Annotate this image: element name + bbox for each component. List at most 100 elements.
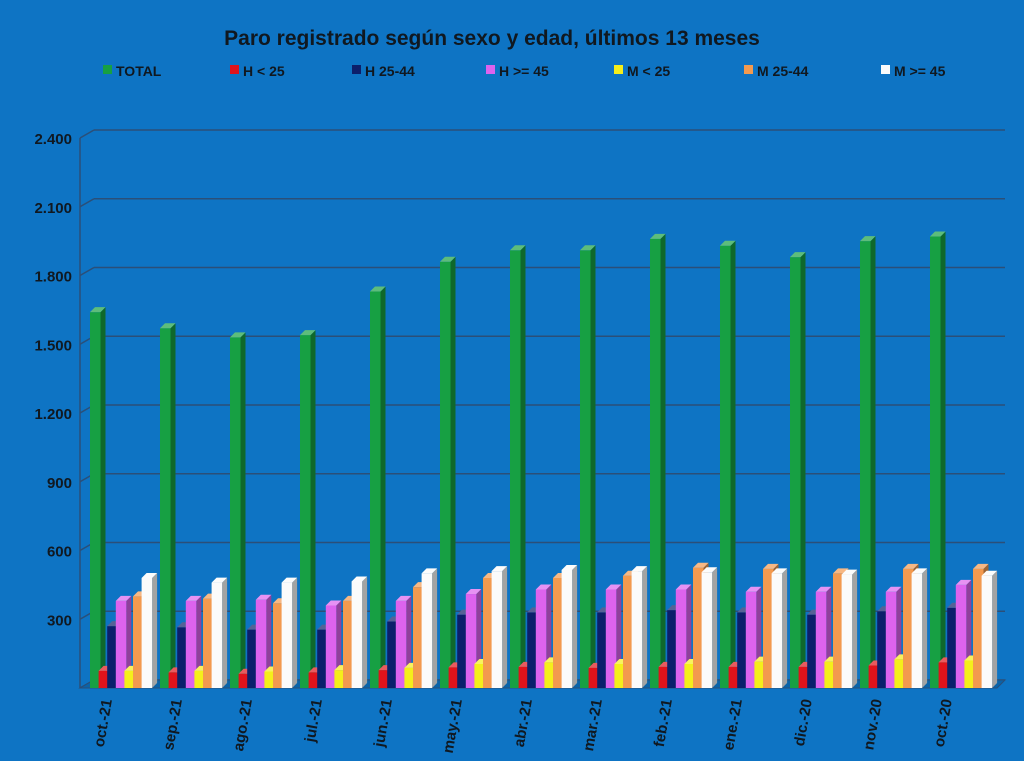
bar-front: [903, 568, 914, 688]
bar-top: [465, 589, 482, 595]
bar: [351, 576, 368, 688]
bar-front: [98, 670, 110, 688]
bar-front: [491, 571, 503, 688]
x-tick-label: oct.-21: [91, 698, 116, 749]
bar-front: [465, 594, 477, 688]
y-tick-label: 2.100: [34, 200, 72, 217]
bar-front: [107, 626, 118, 688]
bar-side: [170, 323, 176, 688]
bar-side: [432, 568, 438, 688]
bar: [790, 252, 806, 688]
legend-item: M < 25: [614, 63, 670, 79]
bar: [440, 256, 456, 688]
bar-front: [771, 573, 783, 688]
bar: [981, 570, 998, 688]
y-tick-label: 1.800: [34, 269, 72, 286]
bar-front: [325, 605, 337, 688]
bar: [370, 286, 386, 688]
x-tick-label: jul.-21: [301, 698, 325, 745]
bar: [185, 595, 202, 688]
bar-front: [115, 600, 127, 688]
bar-front: [185, 600, 197, 688]
bar-top: [300, 330, 316, 336]
y-tick-label: 2.400: [34, 131, 72, 148]
bar-front: [440, 261, 451, 688]
legend-item: M >= 45: [881, 63, 946, 79]
bar-front: [894, 659, 905, 688]
bars: [90, 231, 998, 689]
x-tick-label: abr.-21: [511, 698, 536, 749]
legend-label: H >= 45: [499, 63, 549, 79]
legend-swatch: [744, 65, 753, 74]
bar-front: [334, 670, 345, 688]
bar: [421, 568, 438, 688]
bar-side: [992, 570, 998, 688]
bar-top: [115, 595, 132, 601]
bar-front: [815, 591, 827, 688]
bar: [930, 231, 946, 688]
bar-top: [701, 567, 718, 573]
legend-item: TOTAL: [103, 63, 162, 79]
gridline-depth: [79, 266, 95, 277]
bar-top: [370, 286, 386, 292]
bar: [255, 594, 272, 688]
bar-front: [308, 672, 320, 688]
bar-front: [378, 670, 390, 688]
bar-top: [491, 566, 508, 572]
bar-top: [745, 586, 762, 592]
bar: [771, 568, 788, 688]
x-tick-label: may.-21: [440, 698, 466, 755]
bar: [561, 564, 578, 688]
bar-front: [737, 612, 748, 688]
legend: TOTAL H < 25 H 25-44 H >= 45 M < 25 M 25-44 M …: [103, 63, 946, 79]
bar-top: [510, 245, 526, 251]
bar-side: [126, 595, 132, 688]
x-tick-label: dic.-20: [791, 698, 816, 748]
bar-front: [597, 612, 608, 688]
bar-top: [790, 252, 806, 258]
bar-top: [720, 240, 736, 246]
bar: [211, 577, 228, 688]
bar-top: [815, 586, 832, 592]
x-tick-label: ene.-21: [720, 698, 746, 752]
legend-swatch: [614, 65, 623, 74]
bar-top: [930, 231, 946, 237]
bar-front: [824, 661, 835, 688]
bar-front: [973, 568, 984, 688]
gridline-depth: [79, 198, 95, 208]
bar: [115, 595, 132, 688]
bar: [580, 245, 596, 688]
bar-front: [877, 611, 888, 688]
legend-swatch: [352, 65, 361, 74]
bar-top: [440, 256, 456, 262]
bar-side: [196, 595, 202, 688]
bar-top: [763, 563, 779, 569]
bar-front: [544, 662, 555, 688]
bar: [90, 307, 106, 688]
legend-label: M 25-44: [757, 63, 809, 79]
bar: [911, 568, 928, 688]
bar-front: [518, 666, 530, 688]
bar-top: [911, 568, 928, 574]
bar-top: [650, 233, 666, 239]
bar-top: [841, 569, 858, 575]
bar-front: [168, 672, 180, 688]
bar-top: [973, 563, 989, 569]
x-tick-label: oct.-20: [931, 698, 956, 749]
bar-front: [177, 627, 188, 688]
bar-front: [527, 612, 538, 688]
bar-side: [450, 256, 456, 688]
bar-top: [185, 595, 202, 601]
bar-side: [870, 236, 876, 688]
x-tick-label: sep.-21: [160, 698, 186, 752]
bar-top: [325, 600, 342, 606]
bar-side: [222, 577, 228, 688]
bar-front: [395, 600, 407, 688]
bar-front: [273, 603, 284, 688]
bar-top: [535, 584, 552, 590]
bar-front: [448, 667, 460, 688]
bar-top: [281, 577, 298, 583]
bar-front: [317, 629, 328, 688]
bar-front: [247, 629, 258, 688]
